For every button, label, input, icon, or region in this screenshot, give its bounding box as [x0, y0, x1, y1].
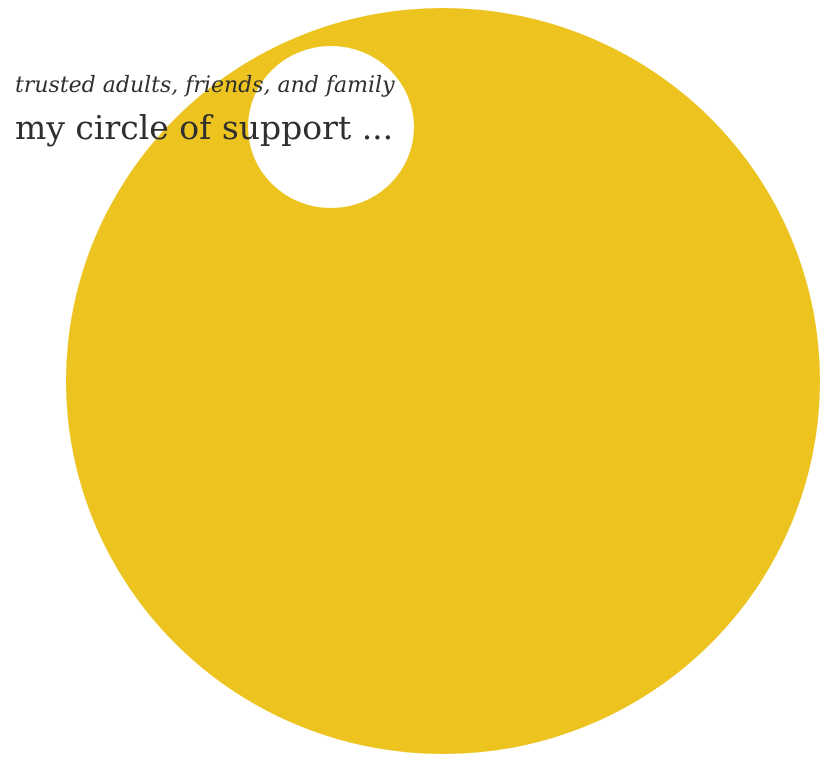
page-title: my circle of support ...	[15, 108, 394, 147]
support-circle	[66, 8, 820, 754]
subtitle: trusted adults, friends, and family	[15, 73, 395, 98]
inner-self-circle	[248, 46, 414, 208]
